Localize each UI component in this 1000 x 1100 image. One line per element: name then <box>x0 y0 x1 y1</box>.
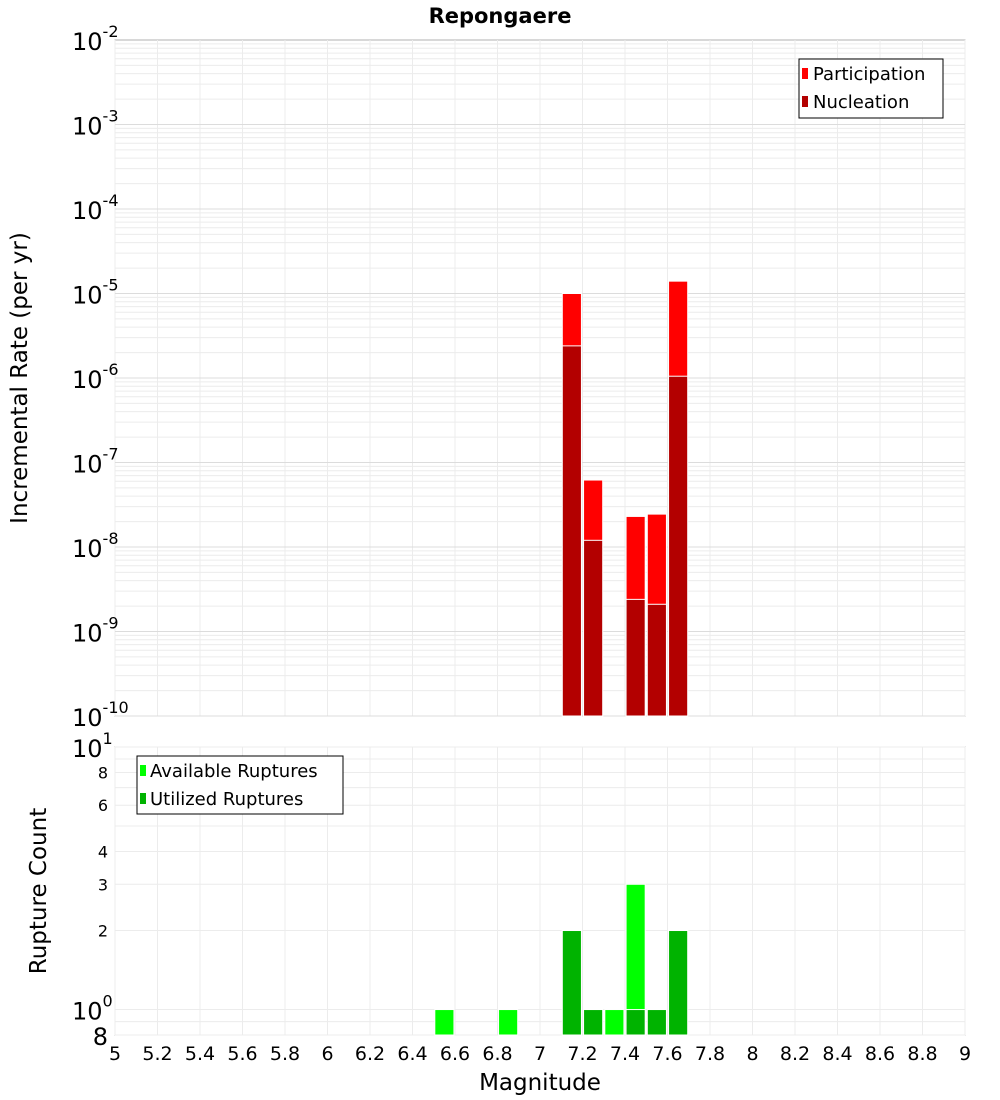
rate-bar-nucleation <box>646 603 667 717</box>
x-tick-label: 7.6 <box>652 1043 682 1065</box>
x-tick-label: 6.8 <box>482 1043 512 1065</box>
x-tick-label: 5.8 <box>270 1043 300 1065</box>
rate-y-tick-label: 10-10 <box>72 698 129 732</box>
x-tick-label: 6.6 <box>440 1043 470 1065</box>
count-bar-utilized-ruptures <box>668 930 689 1036</box>
rate-bar-nucleation <box>583 539 604 717</box>
count-y-tick-label: 3 <box>98 875 108 894</box>
x-tick-label: 5 <box>109 1043 121 1065</box>
rate-y-axis-ticks: 10-2 10-3 10-4 10-5 10-6 10-7 10-8 10-9 10-10 <box>72 22 129 732</box>
x-tick-label: 9 <box>959 1043 971 1065</box>
rate-y-tick-label: 10-7 <box>72 445 119 479</box>
count-bar-utilized-ruptures <box>583 1009 604 1036</box>
rate-y-tick-label: 10-6 <box>72 360 119 394</box>
legend-available-label: Available Ruptures <box>150 761 318 782</box>
count-y-tick-label: 2 <box>98 922 108 941</box>
x-tick-label: 8.6 <box>865 1043 895 1065</box>
x-tick-label: 7.2 <box>567 1043 597 1065</box>
count-y-tick-label: 8 <box>93 1023 108 1051</box>
x-tick-label: 7.4 <box>610 1043 640 1065</box>
rate-bar-nucleation <box>561 345 582 717</box>
legend-utilized-swatch <box>140 793 146 804</box>
count-bar-available-ruptures <box>604 1009 625 1036</box>
rate-bar-nucleation <box>668 375 689 717</box>
rate-y-tick-label: 10-4 <box>72 191 119 225</box>
rate-y-tick-label: 10-3 <box>72 107 119 141</box>
count-y-tick-label: 8 <box>98 763 108 782</box>
rate-y-tick-label: 10-5 <box>72 276 119 310</box>
x-tick-label: 6 <box>321 1043 333 1065</box>
x-tick-label: 5.2 <box>142 1043 172 1065</box>
count-legend-box <box>136 755 344 815</box>
legend-nucleation-swatch <box>802 96 808 107</box>
legend-participation-swatch <box>802 68 808 79</box>
legend-available-swatch <box>140 765 146 776</box>
count-bar-utilized-ruptures <box>625 1009 646 1036</box>
count-y-axis-label: Rupture Count <box>26 808 52 974</box>
x-tick-label: 6.4 <box>397 1043 427 1065</box>
x-axis-label: Magnitude <box>479 1070 601 1096</box>
legend-utilized-label: Utilized Ruptures <box>150 789 303 810</box>
x-tick-label: 7.8 <box>695 1043 725 1065</box>
x-tick-label: 5.6 <box>227 1043 257 1065</box>
x-tick-label: 8.4 <box>822 1043 852 1065</box>
x-tick-label: 8.2 <box>780 1043 810 1065</box>
rate-y-tick-label: 10-2 <box>72 22 119 56</box>
x-tick-label: 8 <box>746 1043 758 1065</box>
rate-legend-box <box>798 58 944 119</box>
rate-legend: Participation Nucleation <box>798 58 944 119</box>
count-y-tick-label: 6 <box>98 796 108 815</box>
rate-plot-grid <box>114 40 966 717</box>
rate-y-tick-label: 10-9 <box>72 614 119 648</box>
rate-plot-panel: 10-2 10-3 10-4 10-5 10-6 10-7 10-8 10-9 10-10 In… <box>7 22 966 732</box>
count-y-tick-label: 101 <box>72 729 113 763</box>
rate-y-axis-label: Incremental Rate (per yr) <box>7 232 33 524</box>
legend-participation-label: Participation <box>813 64 925 85</box>
rate-y-tick-label: 10-8 <box>72 529 119 563</box>
legend-nucleation-label: Nucleation <box>813 92 909 113</box>
x-tick-label: 7 <box>534 1043 546 1065</box>
count-plot-bars <box>434 883 689 1036</box>
count-y-tick-label: 4 <box>98 842 108 861</box>
count-bar-utilized-ruptures <box>646 1009 667 1036</box>
x-tick-label: 5.4 <box>185 1043 215 1065</box>
x-tick-label: 8.8 <box>907 1043 937 1065</box>
count-legend: Available Ruptures Utilized Ruptures <box>136 755 344 815</box>
count-y-tick-label: 100 <box>72 992 113 1026</box>
chart-title: Repongaere <box>429 4 572 28</box>
magnitude-x-axis-ticks: 5 5.2 5.4 5.6 5.8 6 6.2 6.4 6.6 6.8 7 7.2 7.4 7.6 7.8 8… <box>109 1043 971 1065</box>
x-tick-label: 6.2 <box>355 1043 385 1065</box>
count-bar-available-ruptures <box>498 1009 519 1036</box>
count-bar-utilized-ruptures <box>561 930 582 1036</box>
count-bar-available-ruptures <box>434 1009 455 1036</box>
rate-plot-bars <box>561 280 689 717</box>
rate-bar-nucleation <box>625 598 646 717</box>
